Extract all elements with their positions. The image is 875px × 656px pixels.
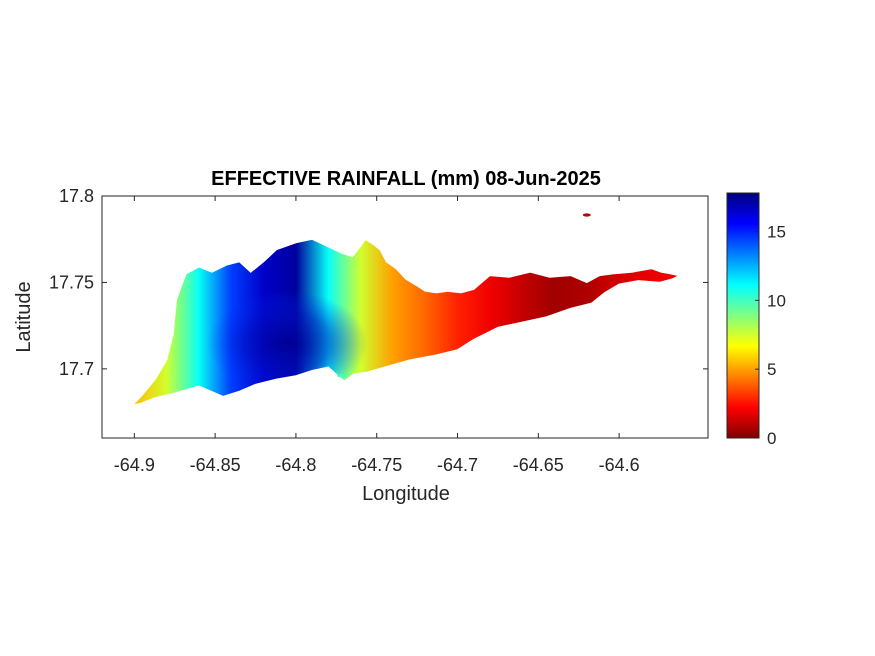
y-axis-label: Latitude xyxy=(13,281,35,352)
x-axis-label: Longitude xyxy=(362,483,450,505)
plot-area: -64.9 -64.85 -64.8 -64.75 -64.7 -64.65 -64.6 1… xyxy=(49,186,709,475)
x-tick-label: -64.6 xyxy=(599,455,640,475)
x-tick-label: -64.75 xyxy=(351,455,402,475)
x-tick-label: -64.8 xyxy=(275,455,316,475)
y-axis-ticks: 17.7 17.75 17.8 xyxy=(49,186,708,379)
y-tick-label: 17.7 xyxy=(59,359,94,379)
x-tick-label: -64.85 xyxy=(190,455,241,475)
colorbar-ticks: 0 5 10 15 xyxy=(755,223,786,448)
colorbar-tick-label: 15 xyxy=(767,223,786,242)
x-tick-label: -64.65 xyxy=(513,455,564,475)
island-coastline xyxy=(130,238,681,407)
x-axis-ticks: -64.9 -64.85 -64.8 -64.75 -64.7 -64.65 -64.6 xyxy=(114,196,640,475)
chart-title: EFFECTIVE RAINFALL (mm) 08-Jun-2025 xyxy=(211,168,601,190)
colorbar-tick-label: 5 xyxy=(767,360,776,379)
islets xyxy=(337,213,591,378)
x-tick-label: -64.9 xyxy=(114,455,155,475)
colorbar-tick-label: 0 xyxy=(767,429,776,448)
y-tick-label: 17.8 xyxy=(59,186,94,206)
x-tick-label: -64.7 xyxy=(437,455,478,475)
colorbar: 0 5 10 15 xyxy=(726,192,786,448)
colorbar-scale xyxy=(726,192,760,439)
islet xyxy=(582,213,591,217)
y-tick-label: 17.75 xyxy=(49,272,94,292)
colorbar-tick-label: 10 xyxy=(767,291,786,310)
islet xyxy=(337,374,346,378)
